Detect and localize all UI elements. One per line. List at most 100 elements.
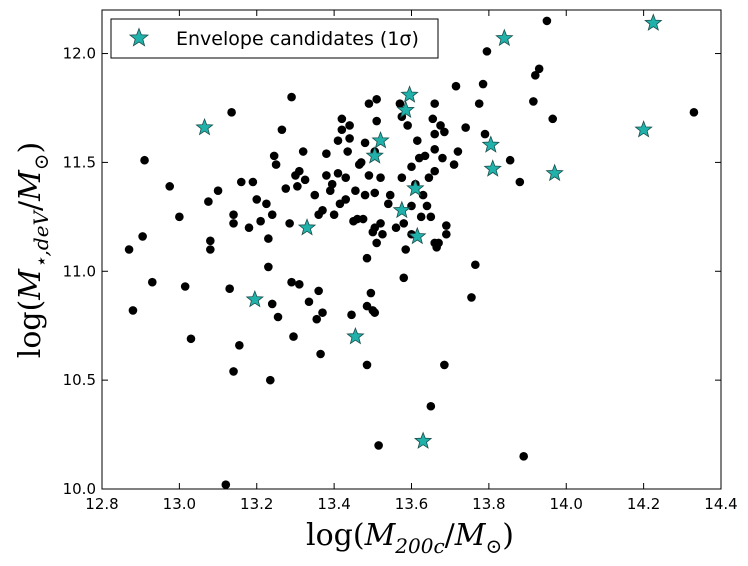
galaxy-point [436,121,445,130]
galaxy-point [295,166,304,176]
legend-box [110,18,439,59]
x-axis-label: log(M200c/M⊙) [306,518,514,558]
galaxy-point [128,306,138,315]
galaxy-point [341,195,351,204]
galaxy-point [385,190,395,200]
x-tick-label: 13.2 [240,495,273,513]
galaxy-point [140,155,149,165]
galaxy-point [376,173,385,182]
galaxy-point [262,199,271,209]
galaxy-point [277,125,287,135]
galaxy-point [165,182,174,191]
galaxy-point [316,349,325,359]
galaxy-point [293,182,302,191]
galaxy-point [430,166,440,176]
galaxy-point [298,147,308,156]
galaxy-point [312,314,322,324]
galaxy-point [347,310,356,320]
galaxy-point [478,79,488,89]
galaxy-point [364,99,374,108]
galaxy-point [295,280,304,289]
plot-background [102,10,721,489]
galaxy-point [325,186,335,196]
galaxy-point [482,47,492,56]
galaxy-point [362,360,372,370]
y-tick-label: 11.0 [63,262,96,280]
envelope-candidate-star [371,131,390,149]
galaxy-point [461,123,470,132]
envelope-candidate-star [195,117,214,136]
x-tick-label: 13.8 [472,495,505,513]
galaxy-point [180,282,190,291]
galaxy-point [206,245,215,254]
galaxy-point [364,171,374,180]
galaxy-point [474,99,484,108]
galaxy-point [542,16,552,26]
galaxy-point [430,129,440,139]
galaxy-point [440,360,449,370]
envelope-candidate-star [481,135,500,153]
galaxy-point [418,190,428,200]
galaxy-point [403,121,412,130]
galaxy-point [428,114,438,124]
x-tick-label: 13.4 [317,495,350,513]
galaxy-point [480,129,490,139]
galaxy-point [213,186,223,196]
galaxy-point [416,212,426,222]
galaxy-point [383,199,393,209]
galaxy-point [264,262,273,272]
envelope-candidate-star [245,289,264,308]
galaxy-point [529,97,538,106]
galaxy-point [430,99,440,108]
galaxy-point [333,136,343,145]
galaxy-point [399,219,409,228]
envelope-candidate-star [644,13,663,31]
galaxy-point [267,299,277,309]
galaxy-point [186,334,196,344]
y-tick-label: 10.5 [63,371,96,389]
legend-star-marker [128,27,150,47]
galaxy-point [318,308,327,317]
galaxy-point [534,64,544,74]
galaxy-point [420,151,430,161]
galaxy-point [264,234,273,243]
galaxy-point [322,149,331,158]
galaxy-point [227,108,236,117]
galaxy-point [287,277,296,287]
envelope-candidate-star [297,218,317,236]
galaxy-point [372,116,381,126]
galaxy-point [265,375,275,385]
galaxy-point [434,238,443,248]
galaxy-point [376,219,385,228]
galaxy-point [442,221,451,230]
galaxy-point [407,162,416,172]
galaxy-point [372,94,381,104]
galaxy-point [515,177,525,187]
galaxy-point [244,223,254,233]
galaxy-point [147,277,157,287]
legend-label: Envelope candidates (1σ) [176,28,419,50]
envelope-candidate-star [406,178,425,197]
galaxy-point [360,190,370,200]
galaxy-point [362,253,372,263]
galaxy-point [413,136,422,145]
x-tick-label: 12.8 [85,495,118,513]
galaxy-point [285,219,294,228]
galaxy-point [374,441,383,450]
galaxy-point [370,188,380,198]
galaxy-point [138,232,147,241]
galaxy-point [370,308,380,317]
envelope-candidate-star [396,100,415,118]
galaxy-point [430,145,440,154]
galaxy-point [318,206,327,215]
galaxy-point [401,245,411,254]
envelope-candidate-star [483,159,502,177]
galaxy-point [358,214,368,224]
galaxy-point [548,114,558,124]
galaxy-point [341,173,351,182]
galaxy-point [399,273,409,283]
galaxy-point [229,210,238,219]
galaxy-point [426,401,436,411]
galaxy-point [273,312,283,322]
